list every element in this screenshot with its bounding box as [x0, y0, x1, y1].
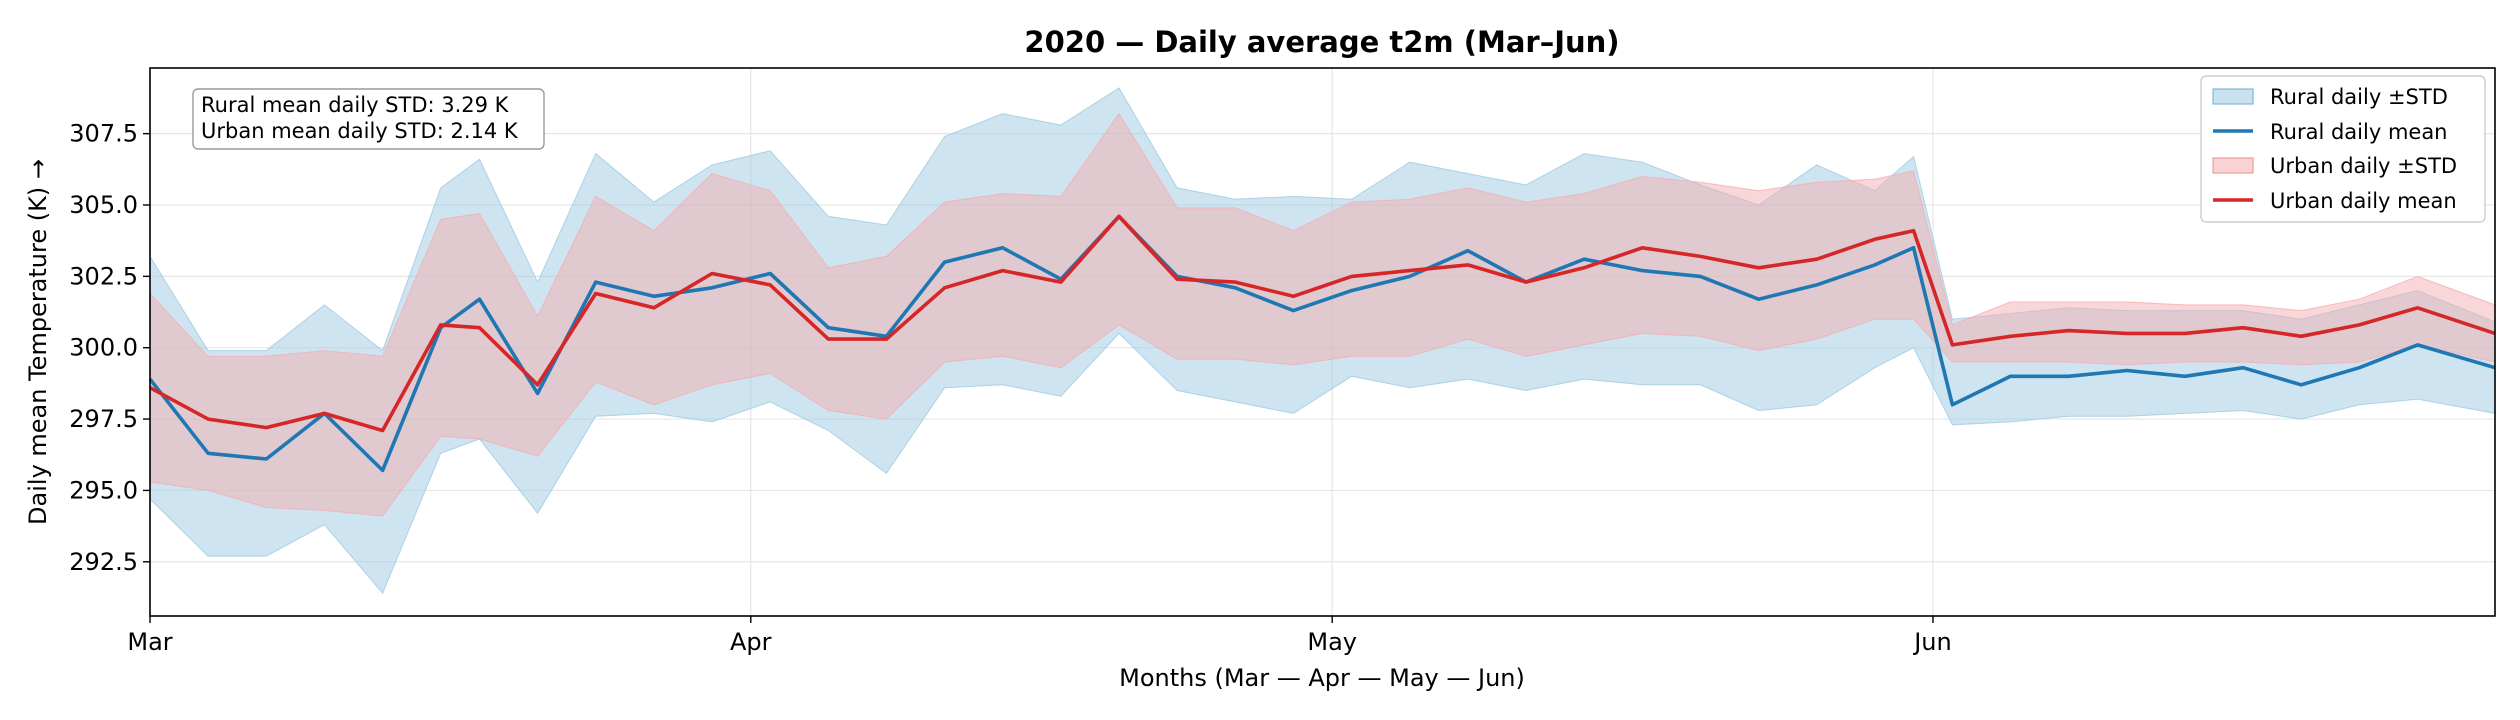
x-axis-label: Months (Mar — Apr — May — Jun)	[1119, 664, 1525, 692]
std-annotation: Rural mean daily STD: 3.29 K Urban mean …	[192, 88, 545, 150]
legend-item-urban-std: Urban daily ±STD	[2212, 154, 2457, 178]
legend-label-rural-std: Rural daily ±STD	[2270, 85, 2448, 109]
annotation-urban-std: Urban mean daily STD: 2.14 K	[201, 119, 519, 143]
legend-label-rural-mean: Rural daily mean	[2270, 120, 2448, 144]
x-tick-label: May	[1307, 628, 1357, 656]
legend-item-rural-mean: Rural daily mean	[2213, 120, 2448, 144]
y-tick-label: 305.0	[69, 191, 138, 219]
plot-frame	[149, 67, 2496, 617]
x-tick-label: Jun	[1912, 628, 1952, 656]
legend-item-urban-mean: Urban daily mean	[2213, 189, 2457, 213]
legend: Rural daily ±STD Rural daily mean Urban …	[2200, 75, 2486, 223]
y-tick-label: 295.0	[69, 476, 138, 504]
annotation-rural-std: Rural mean daily STD: 3.29 K	[201, 93, 510, 117]
x-tick-label: Apr	[730, 628, 772, 656]
legend-swatch-rural-std	[2212, 88, 2254, 105]
chart-title: 2020 — Daily average t2m (Mar–Jun)	[1024, 25, 1619, 59]
x-tick-label: Mar	[127, 628, 172, 656]
x-axis: Mar Apr May Jun	[127, 616, 1952, 656]
legend-box	[2200, 75, 2486, 223]
y-tick-label: 297.5	[69, 405, 138, 433]
y-tick-label: 307.5	[69, 120, 138, 148]
legend-label-urban-mean: Urban daily mean	[2270, 189, 2457, 213]
legend-item-rural-std: Rural daily ±STD	[2212, 85, 2448, 109]
legend-swatch-urban-std	[2212, 157, 2254, 174]
y-tick-label: 300.0	[69, 334, 138, 362]
y-axis: 292.5 295.0 297.5 300.0 302.5 305.0 307.5	[69, 120, 150, 576]
y-axis-label: Daily mean Temperature (K) →	[24, 159, 52, 525]
annotation-box	[192, 88, 545, 150]
urban-mean-line	[149, 214, 2496, 433]
y-tick-label: 292.5	[69, 548, 138, 576]
y-tick-label: 302.5	[69, 262, 138, 290]
legend-label-urban-std: Urban daily ±STD	[2270, 154, 2457, 178]
mean-lines	[148, 214, 2496, 473]
